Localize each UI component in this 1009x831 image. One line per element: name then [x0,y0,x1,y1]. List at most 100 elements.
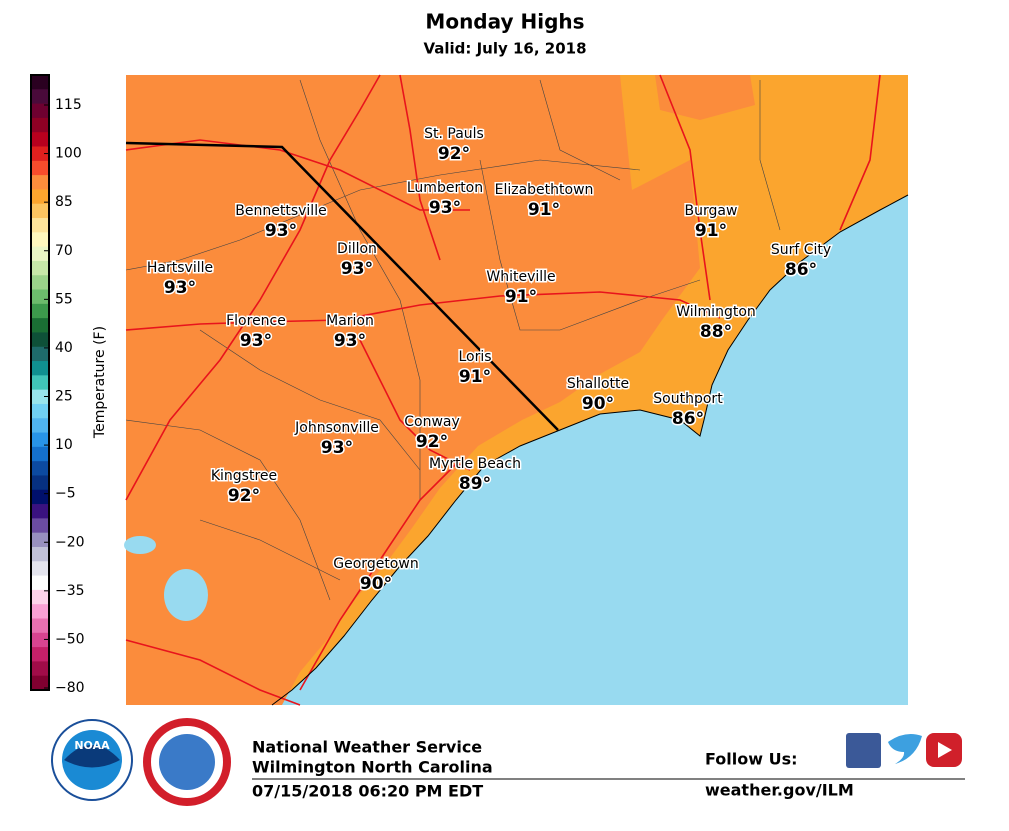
noaa-text: NOAA [74,739,110,752]
city-name: Surf City [771,242,831,258]
colorbar-tick-label: 100 [55,146,82,162]
city-temp: 86° [672,409,704,429]
colorbar-band [31,232,49,248]
colorbar-band [31,475,49,491]
colorbar-tick-label: −35 [55,583,85,599]
colorbar-band [31,661,49,677]
city-name: Lumberton [407,180,483,196]
lake [164,569,208,621]
facebook-icon[interactable] [846,733,881,768]
hot-region [655,75,755,120]
map [124,74,909,706]
org: National Weather Service [252,738,482,757]
city-name: Shallotte [567,376,629,392]
colorbar-band [31,89,49,105]
city-temp: 92° [416,432,448,452]
twitter-icon[interactable] [888,734,922,764]
colorbar-tick-label: −50 [55,631,85,647]
colorbar-band [31,361,49,376]
state-border [125,141,559,431]
colorbar-band [31,117,49,133]
city-name: Georgetown [333,556,418,572]
city-temp: 90° [582,394,614,414]
colorbar-band [31,561,49,577]
city-name: Johnsonville [294,420,379,436]
colorbar-band [31,432,49,448]
colorbar-band [31,446,49,462]
city-temp: 91° [695,221,727,241]
city-name: Loris [458,349,491,365]
city-name: Southport [653,391,723,407]
colorbar-tick-label: 55 [55,291,73,307]
colorbar-tick-label: 25 [55,389,73,405]
colorbar-band [31,246,49,262]
city-temp: 93° [164,278,196,298]
colorbar-band [31,189,49,205]
colorbar-band [31,303,49,319]
city-temp: 90° [360,574,392,594]
colorbar-tick-label: −5 [55,486,76,502]
city-temp: 91° [528,200,560,220]
colorbar-band [31,403,49,419]
colorbar-band [31,589,49,605]
city-name: Hartsville [147,260,213,276]
colorbar-band [31,75,49,90]
city-temp: 93° [334,331,366,351]
lake [124,536,156,554]
footer: NOAA National Weather Service Wilmington… [51,718,965,806]
youtube-play [938,742,952,758]
colorbar-band [31,461,49,476]
city-temp: 93° [240,331,272,351]
colorbar-band [31,132,49,148]
city-temp: 93° [429,198,461,218]
city-name: Whiteville [486,269,555,285]
colorbar-tick-label: −20 [55,534,85,550]
nws-logo-inner [159,734,215,790]
colorbar-band [31,203,49,219]
url[interactable]: weather.gov/ILM [705,781,854,800]
colorbar-band [31,289,49,305]
city-labels: St. Pauls 92° Lumberton 93° Elizabethtown 91°… [145,125,832,596]
colorbar-band [31,575,49,591]
colorbar-band [31,175,49,190]
colorbar-band [31,275,49,291]
colorbar-tick-label: 115 [55,97,82,113]
colorbar-band [31,389,49,405]
colorbar-tick-label: −80 [55,680,85,696]
colorbar-band [31,418,49,434]
city-temp: 89° [459,474,491,494]
colorbar-band [31,675,49,691]
city-name: Myrtle Beach [429,456,521,472]
colorbar-tick-label: 70 [55,243,73,259]
city-name: Elizabethtown [495,182,594,198]
colorbar-tick-label: 40 [55,340,73,356]
city-name: Conway [404,414,460,430]
issued: 07/15/2018 06:20 PM EDT [252,782,483,801]
city-temp: 92° [438,144,470,164]
colorbar-band [31,375,49,391]
colorbar-band [31,346,49,362]
colorbar-band [31,632,49,648]
city-temp: 93° [265,221,297,241]
title: Monday Highs [425,10,584,34]
colorbar-frame [30,74,50,691]
hot-region [126,75,700,705]
colorbar-tick-label: 85 [55,194,73,210]
city-name: Wilmington [676,304,756,320]
coastline [271,194,909,706]
city-temp: 93° [321,438,353,458]
city-name: Florence [226,313,286,329]
city-name: Dillon [337,241,377,257]
colorbar-label: Temperature (F) [92,326,108,439]
colorbar-band [31,504,49,519]
colorbar-band [31,618,49,634]
colorbar-band [31,532,49,548]
colorbar-band [31,332,49,348]
noaa-bird [64,745,120,768]
colorbar-band [31,103,49,119]
subtitle: Valid: July 16, 2018 [423,40,586,58]
colorbar-band [31,489,49,505]
city-temp: 91° [505,287,537,307]
city-temp: 92° [228,486,260,506]
